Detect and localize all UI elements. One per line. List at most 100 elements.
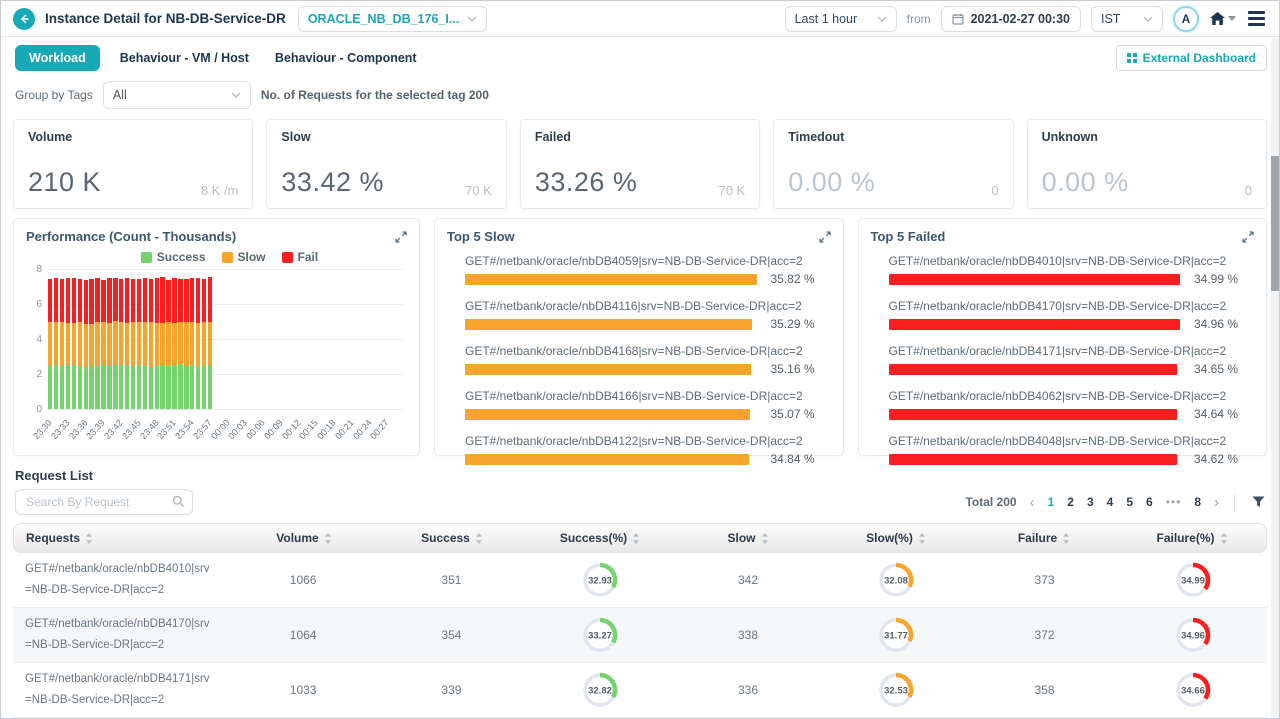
column-header-failure[interactable]: Failure(%) (1118, 531, 1266, 545)
page-button-3[interactable]: 3 (1086, 495, 1094, 509)
stacked-bar[interactable] (95, 278, 100, 409)
sort-icon[interactable] (324, 532, 332, 544)
stacked-bar[interactable] (113, 278, 118, 409)
stacked-bar[interactable] (65, 278, 71, 409)
top5-bar-track (888, 453, 1187, 465)
stacked-bar[interactable] (201, 278, 207, 409)
top5-slow-item[interactable]: GET#/netbank/oracle/nbDB4168|srv=NB-DB-S… (465, 344, 823, 376)
stacked-bar[interactable] (178, 278, 183, 409)
stacked-bar[interactable] (190, 277, 195, 409)
stacked-bar[interactable] (195, 277, 201, 409)
stacked-bar[interactable] (172, 278, 177, 409)
tab-behaviour-vm-host[interactable]: Behaviour - VM / Host (119, 51, 249, 65)
column-header-success[interactable]: Success(%) (526, 531, 674, 545)
back-button[interactable] (13, 7, 35, 30)
stacked-bar[interactable] (142, 278, 148, 409)
stat-card-value: 210 K (28, 167, 102, 197)
stacked-bar[interactable] (89, 278, 94, 409)
request-text: GET#/netbank/oracle/nbDB4170|srv=NB-DB-S… (25, 618, 210, 651)
top5-failed-item[interactable]: GET#/netbank/oracle/nbDB4062|srv=NB-DB-S… (888, 389, 1247, 421)
top5-failed-item[interactable]: GET#/netbank/oracle/nbDB4010|srv=NB-DB-S… (888, 254, 1247, 286)
stacked-bar[interactable] (119, 278, 124, 409)
bar-segment-slow (184, 322, 189, 366)
top5-slow-item[interactable]: GET#/netbank/oracle/nbDB4116|srv=NB-DB-S… (465, 299, 823, 331)
sort-icon[interactable] (1062, 532, 1070, 544)
column-header-volume[interactable]: Volume (230, 531, 378, 545)
pagination-next-button[interactable]: › (1214, 493, 1219, 511)
stacked-bar[interactable] (207, 277, 213, 409)
stacked-bar[interactable] (77, 278, 83, 409)
stacked-bar[interactable] (101, 279, 106, 410)
group-by-tags-dropdown[interactable]: All (102, 81, 251, 109)
menu-icon[interactable] (1246, 9, 1267, 28)
page-button-5[interactable]: 5 (1126, 495, 1134, 509)
column-header-success[interactable]: Success (378, 531, 526, 545)
scrollbar-thumb[interactable] (1271, 156, 1279, 291)
stacked-bar[interactable] (124, 277, 130, 409)
bar-segment-slow (142, 322, 148, 367)
sort-icon[interactable] (632, 532, 640, 544)
top5-slow-item[interactable]: GET#/netbank/oracle/nbDB4122|srv=NB-DB-S… (465, 434, 823, 466)
stacked-bar[interactable] (59, 278, 65, 409)
page-button-8[interactable]: 8 (1194, 495, 1201, 509)
expand-icon[interactable] (395, 230, 407, 243)
top5-slow-item[interactable]: GET#/netbank/oracle/nbDB4059|srv=NB-DB-S… (465, 254, 823, 286)
stacked-bar[interactable] (148, 279, 154, 409)
column-header-slow[interactable]: Slow (674, 531, 822, 545)
filter-icon[interactable] (1252, 496, 1265, 508)
top5-failed-item[interactable]: GET#/netbank/oracle/nbDB4171|srv=NB-DB-S… (888, 344, 1247, 376)
datetime-picker[interactable]: 2021-02-27 00:30 (940, 5, 1081, 32)
timezone-dropdown[interactable]: IST (1091, 5, 1163, 32)
pagination-prev-button[interactable]: ‹ (1029, 493, 1035, 511)
top5-bar-track (465, 453, 763, 465)
expand-icon[interactable] (1242, 230, 1254, 243)
instance-dropdown[interactable]: ORACLE_NB_DB_176_I... (297, 5, 488, 32)
stacked-bar[interactable] (83, 279, 88, 410)
stacked-bar[interactable] (107, 278, 112, 409)
tab-workload[interactable]: Workload (15, 45, 100, 71)
external-dashboard-button[interactable]: External Dashboard (1116, 45, 1267, 71)
stacked-bar[interactable] (166, 279, 171, 410)
stacked-bar[interactable] (53, 278, 59, 409)
request-text: GET#/netbank/oracle/nbDB4010|srv=NB-DB-S… (25, 563, 210, 596)
page-button-4[interactable]: 4 (1106, 495, 1114, 509)
column-header-requests[interactable]: Requests (14, 531, 230, 545)
table-row[interactable]: GET#/netbank/oracle/nbDB4171|srv=NB-DB-S… (13, 663, 1267, 718)
time-range-dropdown[interactable]: Last 1 hour (784, 5, 897, 32)
column-header-failure[interactable]: Failure (970, 531, 1118, 545)
top5-slow-item[interactable]: GET#/netbank/oracle/nbDB4166|srv=NB-DB-S… (465, 389, 823, 421)
top5-slow-panel: Top 5 Slow GET#/netbank/oracle/nbDB4059|… (434, 218, 844, 466)
sort-icon[interactable] (1220, 532, 1228, 544)
sort-icon[interactable] (85, 532, 93, 544)
tab-behaviour-component[interactable]: Behaviour - Component (274, 51, 417, 65)
stacked-bar[interactable] (130, 278, 136, 409)
stacked-bar[interactable] (184, 279, 189, 409)
column-header-slow[interactable]: Slow(%) (822, 531, 970, 545)
avatar[interactable]: A (1173, 5, 1199, 32)
table-row[interactable]: GET#/netbank/oracle/nbDB4010|srv=NB-DB-S… (13, 553, 1267, 608)
top5-failed-item[interactable]: GET#/netbank/oracle/nbDB4048|srv=NB-DB-S… (888, 434, 1247, 466)
sort-icon[interactable] (918, 532, 926, 544)
expand-icon[interactable] (818, 230, 831, 243)
page-button-1[interactable]: 1 (1047, 495, 1055, 509)
svg-text:34.99: 34.99 (1181, 575, 1205, 586)
vertical-scrollbar[interactable] (1271, 38, 1279, 718)
panels-row: Performance (Count - Thousands) Success S… (1, 209, 1279, 466)
page-button-2[interactable]: 2 (1067, 495, 1074, 509)
stacked-bar[interactable] (160, 276, 165, 409)
table-row[interactable]: GET#/netbank/oracle/nbDB4170|srv=NB-DB-S… (13, 608, 1267, 663)
legend-item-slow[interactable]: Slow (221, 250, 266, 264)
sort-icon[interactable] (761, 532, 769, 544)
stacked-bar[interactable] (136, 278, 142, 409)
page-button-6[interactable]: 6 (1146, 495, 1153, 509)
sort-icon[interactable] (475, 532, 483, 544)
home-menu[interactable] (1209, 11, 1236, 26)
top5-failed-item[interactable]: GET#/netbank/oracle/nbDB4170|srv=NB-DB-S… (888, 299, 1247, 331)
cell-slow-pct: 31.77 (822, 615, 970, 655)
search-input[interactable] (15, 489, 193, 515)
stacked-bar[interactable] (154, 278, 159, 409)
stacked-bar[interactable] (48, 278, 53, 409)
legend-item-fail[interactable]: Fail (281, 250, 318, 264)
stacked-bar[interactable] (71, 278, 77, 409)
legend-item-success[interactable]: Success (140, 250, 206, 264)
